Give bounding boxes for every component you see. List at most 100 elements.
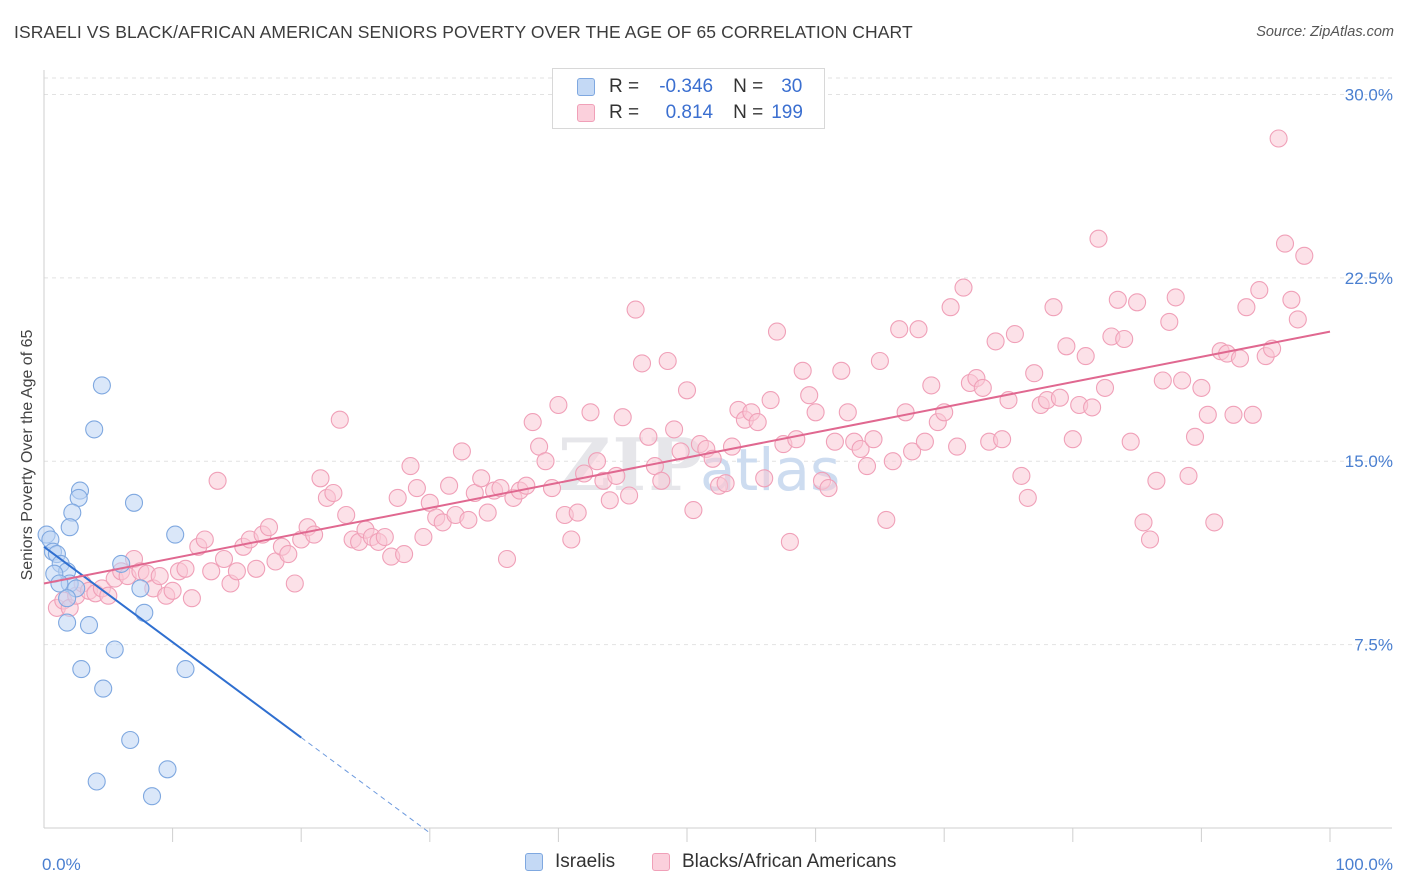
legend-label-israelis: Israelis xyxy=(555,851,616,872)
point-blacks xyxy=(176,559,195,578)
point-blacks xyxy=(472,469,491,488)
legend-item-israelis[interactable]: Israelis xyxy=(525,851,615,873)
point-blacks xyxy=(1108,290,1127,309)
y-axis-label: Seniors Poverty Over the Age of 65 xyxy=(19,330,36,581)
trend-line-israelis-extension xyxy=(300,737,431,834)
legend-n-label: N = xyxy=(733,102,764,123)
point-blacks xyxy=(1134,513,1153,532)
point-blacks xyxy=(279,545,298,564)
point-blacks xyxy=(247,559,266,578)
point-blacks xyxy=(562,530,581,549)
point-blacks xyxy=(761,391,780,410)
point-blacks xyxy=(395,545,414,564)
point-blacks xyxy=(652,471,671,490)
point-blacks xyxy=(948,437,967,456)
point-blacks xyxy=(259,518,279,537)
point-blacks xyxy=(909,320,928,339)
point-blacks xyxy=(388,488,407,507)
point-blacks xyxy=(1050,388,1069,407)
point-blacks xyxy=(993,430,1012,449)
point-blacks xyxy=(1121,432,1140,451)
point-blacks xyxy=(1140,530,1160,549)
point-blacks xyxy=(1063,430,1082,449)
point-blacks xyxy=(890,320,909,339)
correlation-legend: R = -0.346 N = 30 R = 0.814 N = 199 xyxy=(552,68,825,129)
point-blacks xyxy=(851,439,870,459)
point-blacks xyxy=(1025,364,1044,383)
point-blacks xyxy=(1173,371,1192,390)
y-tick-label: 7.5% xyxy=(1354,636,1393,655)
point-blacks xyxy=(748,413,767,432)
point-blacks xyxy=(1237,298,1256,317)
point-blacks xyxy=(832,361,851,380)
point-blacks xyxy=(671,442,690,461)
point-blacks xyxy=(285,574,304,593)
legend-r-label: R = xyxy=(609,102,640,123)
point-blacks xyxy=(1160,312,1179,331)
point-blacks xyxy=(1269,129,1288,148)
point-blacks xyxy=(838,403,857,422)
point-blacks xyxy=(1198,405,1217,424)
point-blacks xyxy=(1095,378,1115,397)
point-blacks xyxy=(825,432,844,451)
point-blacks xyxy=(793,361,812,380)
point-blacks xyxy=(478,503,497,522)
legend-swatch-blacks xyxy=(652,853,670,871)
point-israelis xyxy=(131,579,150,598)
point-blacks xyxy=(632,354,652,373)
point-blacks xyxy=(549,395,568,415)
point-blacks xyxy=(202,562,221,581)
point-blacks xyxy=(819,479,838,498)
legend-swatch-blacks xyxy=(577,104,595,122)
point-blacks xyxy=(677,381,697,400)
point-israelis xyxy=(124,493,144,512)
x-tick-label: 100.0% xyxy=(1335,855,1393,874)
point-blacks xyxy=(1018,488,1037,507)
point-blacks xyxy=(1295,246,1314,265)
point-blacks xyxy=(1282,290,1301,309)
trend-line-blacks xyxy=(43,330,1331,585)
point-israelis xyxy=(94,679,113,698)
point-blacks xyxy=(658,351,677,371)
point-blacks xyxy=(1089,229,1108,248)
point-blacks xyxy=(1012,466,1031,485)
point-blacks xyxy=(684,501,703,520)
point-blacks xyxy=(857,457,877,476)
trend-line-israelis xyxy=(43,546,302,739)
data-points xyxy=(37,129,1314,806)
point-israelis xyxy=(60,518,79,537)
point-blacks xyxy=(1230,349,1250,368)
point-blacks xyxy=(1153,371,1172,390)
point-blacks xyxy=(1076,347,1095,366)
point-blacks xyxy=(311,469,330,488)
point-blacks xyxy=(954,278,973,297)
point-israelis xyxy=(58,589,77,608)
point-blacks xyxy=(581,403,600,422)
y-tick-label: 15.0% xyxy=(1345,452,1393,471)
point-blacks xyxy=(620,486,639,505)
legend-n-label: N = xyxy=(733,76,764,97)
point-blacks xyxy=(703,449,722,468)
point-blacks xyxy=(800,386,819,405)
point-blacks xyxy=(195,530,214,549)
point-blacks xyxy=(1115,329,1134,349)
x-tick-label: 0.0% xyxy=(42,855,81,874)
point-blacks xyxy=(227,562,246,581)
point-blacks xyxy=(401,457,420,476)
point-blacks xyxy=(716,474,735,493)
point-blacks xyxy=(941,298,960,317)
point-blacks xyxy=(883,452,902,471)
legend-row-israelis: R = -0.346 N = 30 xyxy=(577,75,802,99)
legend-n-value: 30 xyxy=(781,76,803,97)
point-blacks xyxy=(163,581,182,600)
point-blacks xyxy=(877,510,896,529)
point-blacks xyxy=(787,430,806,449)
point-blacks xyxy=(1083,398,1102,417)
point-israelis xyxy=(85,420,104,439)
point-blacks xyxy=(330,410,349,429)
axes xyxy=(43,70,1392,842)
point-israelis xyxy=(92,376,111,395)
legend-item-blacks[interactable]: Blacks/African Americans xyxy=(652,851,896,873)
point-blacks xyxy=(903,442,922,461)
